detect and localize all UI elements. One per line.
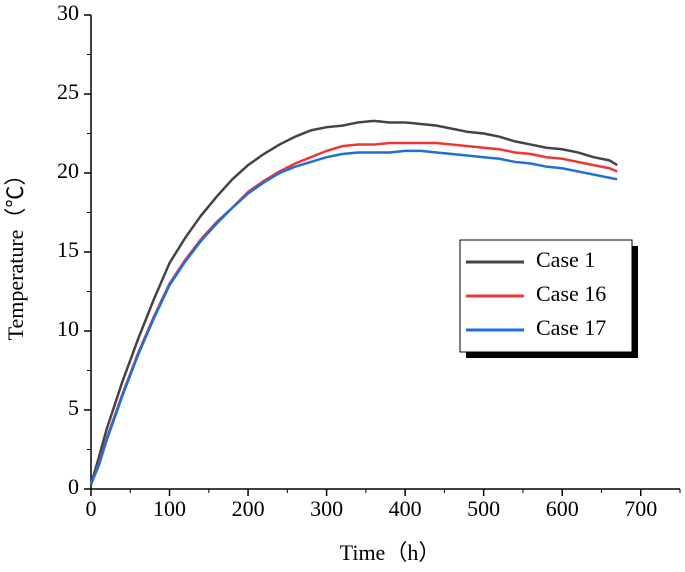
x-axis-title: Time（h） — [340, 540, 441, 565]
y-tick-label: 10 — [57, 316, 79, 341]
x-tick-label: 700 — [624, 496, 657, 521]
legend-label: Case 1 — [536, 247, 595, 272]
legend-label: Case 17 — [536, 315, 606, 340]
x-tick-label: 400 — [389, 496, 422, 521]
y-tick-label: 5 — [68, 395, 79, 420]
x-tick-label: 300 — [310, 496, 343, 521]
y-axis-title: Temperature（℃） — [3, 164, 28, 341]
y-tick-label: 0 — [68, 474, 79, 499]
x-tick-label: 0 — [86, 496, 97, 521]
x-tick-label: 600 — [546, 496, 579, 521]
x-tick-label: 500 — [467, 496, 500, 521]
series-line — [89, 149, 618, 485]
y-tick-label: 20 — [57, 158, 79, 183]
y-tick-label: 15 — [57, 237, 79, 262]
series-line — [89, 119, 618, 485]
y-tick-label: 30 — [57, 0, 79, 25]
legend-label: Case 16 — [536, 281, 606, 306]
y-tick-label: 25 — [57, 79, 79, 104]
x-tick-label: 200 — [232, 496, 265, 521]
x-tick-label: 100 — [153, 496, 186, 521]
